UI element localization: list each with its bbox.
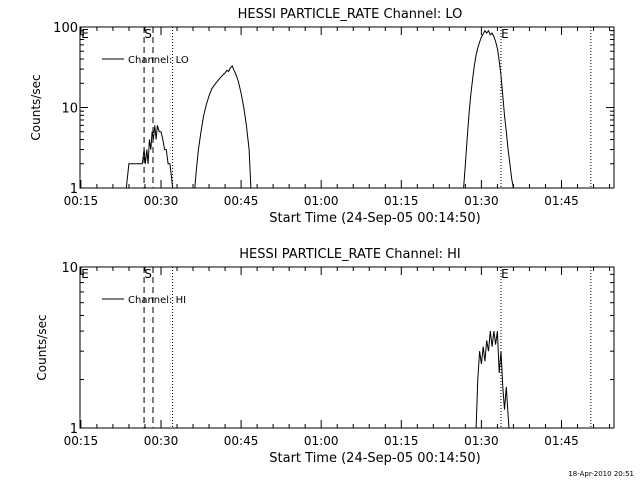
legend-label: Channel: HI [128, 295, 186, 306]
x-axis-label: Start Time (24-Sep-05 00:14:50) [269, 211, 480, 226]
event-marker-label: E [81, 27, 89, 41]
event-marker-label: S [144, 267, 152, 281]
legend: Channel: HI [102, 295, 186, 306]
y-tick-label: 10 [61, 102, 78, 117]
x-tick-label: 01:00 [304, 194, 339, 208]
x-tick-label: 01:45 [544, 434, 579, 448]
y-axis: 1 10 [61, 261, 614, 437]
x-tick-label: 01:30 [464, 194, 499, 208]
y-tick-label: 10 [61, 261, 78, 276]
x-axis: 00:15 00:30 00:45 01:00 01:15 01:30 01:45 [64, 27, 611, 208]
x-tick-label: 00:30 [144, 194, 179, 208]
y-axis-label: Counts/sec [35, 314, 49, 380]
chart-panel-hi: HESSI PARTICLE_RATE Channel: HI 00:15 00:3… [35, 247, 615, 466]
legend-label: Channel: LO [128, 55, 189, 66]
x-tick-label: 00:45 [224, 194, 259, 208]
y-axis: 1 10 100 [53, 21, 614, 197]
event-marker-label: E [501, 267, 509, 281]
chart-title: HESSI PARTICLE_RATE Channel: HI [239, 247, 460, 262]
series-line [475, 331, 510, 429]
y-tick-label: 100 [53, 21, 78, 36]
x-tick-label: 00:15 [64, 194, 99, 208]
x-tick-label: 01:30 [464, 434, 499, 448]
plot-frame [79, 26, 615, 189]
timestamp-footer: 18-Apr-2010 20:51 [568, 470, 634, 478]
event-marker-label: E [501, 27, 509, 41]
x-axis: 00:15 00:30 00:45 01:00 01:15 01:30 01:45 [64, 267, 611, 448]
series-line [194, 64, 252, 189]
x-tick-label: 01:15 [384, 194, 419, 208]
x-axis-label: Start Time (24-Sep-05 00:14:50) [269, 451, 480, 466]
x-tick-label: 01:00 [304, 434, 339, 448]
x-tick-label: 01:15 [384, 434, 419, 448]
x-tick-label: 00:15 [64, 434, 99, 448]
legend: Channel: LO [102, 55, 189, 66]
plot-frame [79, 266, 615, 429]
x-tick-label: 01:45 [544, 194, 579, 208]
y-axis-label: Counts/sec [29, 74, 43, 140]
y-tick-label: 1 [70, 182, 78, 197]
y-tick-label: 1 [70, 422, 78, 437]
event-marker-label: S [144, 27, 152, 41]
series-line [125, 125, 174, 189]
series-line [463, 29, 514, 189]
chart-panel-lo: HESSI PARTICLE_RATE Channel: LO 00:15 00:3… [29, 7, 615, 226]
x-tick-label: 00:30 [144, 434, 179, 448]
chart-title: HESSI PARTICLE_RATE Channel: LO [238, 7, 463, 22]
event-marker-label: E [81, 267, 89, 281]
x-tick-label: 00:45 [224, 434, 259, 448]
